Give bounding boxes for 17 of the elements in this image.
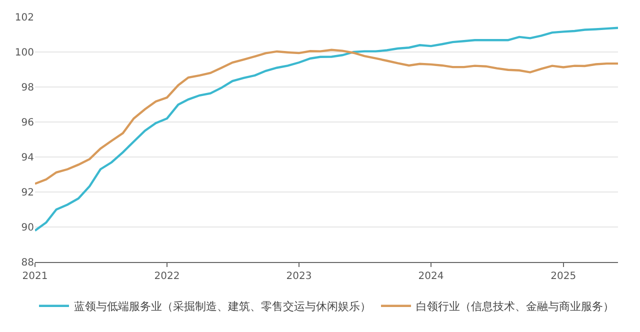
- x-tick-label: 2025: [550, 271, 576, 282]
- y-tick-label: 88: [21, 258, 34, 268]
- y-tick-label: 102: [14, 12, 34, 24]
- x-tick-label: 2021: [22, 271, 48, 282]
- legend-label: 白领行业（信息技术、金融与商业服务）: [416, 300, 614, 314]
- y-tick-label: 94: [21, 152, 34, 164]
- y-tick-label: 96: [21, 118, 34, 128]
- y-tick-label: 90: [21, 222, 34, 234]
- y-tick-label: 98: [21, 82, 34, 94]
- x-tick-label: 2024: [418, 271, 444, 282]
- x-tick-label: 2023: [286, 271, 312, 282]
- y-tick-label: 100: [14, 48, 34, 58]
- line-series: [35, 26, 618, 232]
- line-series: [35, 48, 618, 185]
- y-tick-label: 92: [21, 188, 34, 198]
- x-tick-label: 2022: [154, 271, 180, 282]
- legend-label: 蓝领与低端服务业（采掘制造、建筑、零售交运与休闲娱乐）: [74, 300, 371, 314]
